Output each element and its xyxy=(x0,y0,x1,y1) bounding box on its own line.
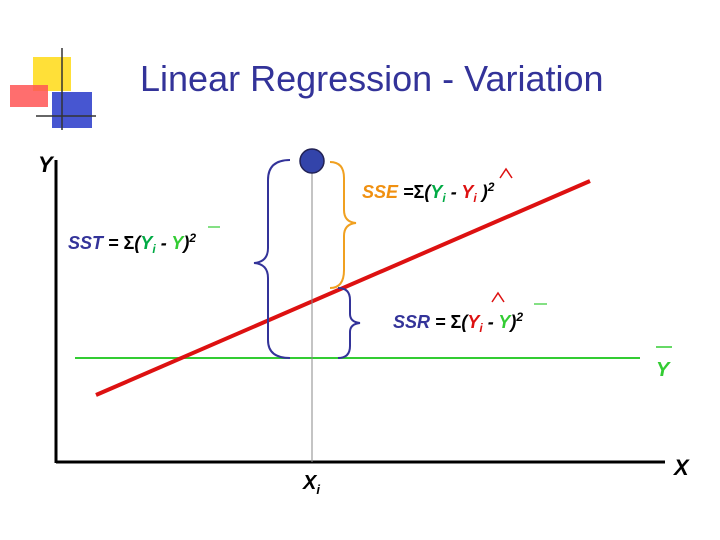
page-title: Linear Regression - Variation xyxy=(140,58,604,99)
sse-yhat-hat xyxy=(499,167,513,179)
x-axis-label: X xyxy=(672,455,690,480)
ssr-brace xyxy=(337,287,361,359)
mean-label: Y xyxy=(656,359,671,381)
sse-formula: SSE =Σ(Yi - Yi )2 xyxy=(362,180,495,205)
sse-brace xyxy=(329,161,357,289)
sst-formula: SST = Σ(Yi - Y)2 xyxy=(68,231,196,256)
ssr-formula: SSR = Σ(Yi - Y)2 xyxy=(393,310,523,335)
data-point xyxy=(299,148,325,174)
sst-brace xyxy=(253,159,291,359)
y-axis-label: Y xyxy=(38,152,55,177)
ssr-yhat-hat xyxy=(491,291,505,303)
xi-label: Xi xyxy=(302,472,320,497)
